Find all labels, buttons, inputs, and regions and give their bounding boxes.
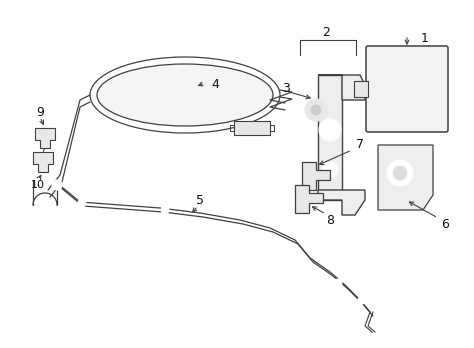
Text: 5: 5 — [196, 193, 204, 206]
Polygon shape — [35, 128, 55, 148]
Polygon shape — [33, 152, 53, 172]
Circle shape — [358, 296, 366, 304]
Circle shape — [334, 279, 342, 287]
Circle shape — [387, 160, 413, 186]
Bar — [354, 81, 368, 97]
Polygon shape — [295, 185, 323, 213]
Text: 7: 7 — [356, 139, 364, 151]
Text: 10: 10 — [31, 180, 45, 190]
Text: 3: 3 — [282, 81, 290, 95]
Circle shape — [52, 180, 62, 190]
Circle shape — [305, 99, 327, 121]
Polygon shape — [318, 190, 365, 215]
Text: 4: 4 — [211, 79, 219, 92]
Text: 6: 6 — [441, 219, 449, 231]
Text: 1: 1 — [421, 32, 429, 45]
Bar — [234, 121, 270, 135]
Circle shape — [319, 119, 341, 141]
FancyBboxPatch shape — [366, 46, 448, 132]
Polygon shape — [302, 162, 330, 190]
Text: 9: 9 — [36, 105, 44, 119]
Polygon shape — [378, 145, 433, 210]
Polygon shape — [318, 75, 365, 100]
Circle shape — [322, 162, 338, 178]
Circle shape — [311, 105, 321, 115]
Ellipse shape — [97, 64, 273, 126]
Circle shape — [161, 206, 169, 214]
Circle shape — [393, 166, 407, 180]
Text: 8: 8 — [326, 214, 334, 227]
Circle shape — [78, 199, 86, 207]
Text: 2: 2 — [322, 26, 330, 40]
Polygon shape — [318, 75, 342, 200]
